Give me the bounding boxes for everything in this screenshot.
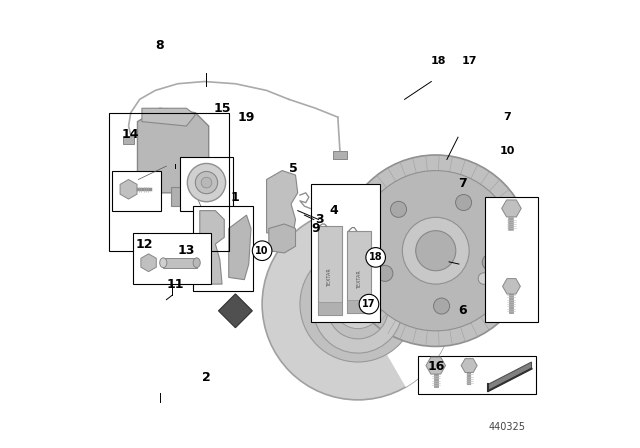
- Circle shape: [252, 241, 272, 260]
- Ellipse shape: [160, 258, 167, 267]
- Bar: [180, 157, 233, 211]
- Circle shape: [359, 294, 379, 314]
- Circle shape: [433, 298, 449, 314]
- Circle shape: [300, 246, 416, 362]
- Text: 15: 15: [213, 102, 231, 115]
- Text: 8: 8: [156, 39, 164, 52]
- Polygon shape: [488, 362, 531, 391]
- Circle shape: [390, 201, 406, 217]
- Text: 19: 19: [238, 111, 255, 124]
- Bar: [347, 300, 371, 313]
- Text: 18: 18: [369, 252, 383, 263]
- Circle shape: [195, 172, 218, 194]
- Polygon shape: [218, 294, 252, 328]
- Bar: [171, 187, 191, 206]
- Bar: [318, 302, 342, 315]
- Text: 10: 10: [499, 146, 515, 155]
- Circle shape: [377, 265, 393, 281]
- Bar: [484, 197, 538, 322]
- Circle shape: [333, 280, 382, 329]
- Text: 3: 3: [316, 213, 324, 226]
- Bar: [138, 187, 157, 208]
- Text: 1: 1: [231, 191, 240, 204]
- Bar: [418, 356, 536, 394]
- Wedge shape: [315, 309, 403, 353]
- Circle shape: [262, 208, 454, 400]
- Text: 4: 4: [329, 204, 338, 217]
- Bar: [193, 206, 253, 291]
- Polygon shape: [138, 108, 209, 193]
- Text: 7: 7: [458, 177, 467, 190]
- Bar: [111, 171, 161, 211]
- Polygon shape: [228, 215, 251, 280]
- Text: 12: 12: [136, 237, 153, 250]
- Text: 440325: 440325: [488, 422, 525, 431]
- Text: 2: 2: [202, 371, 211, 384]
- Wedge shape: [358, 221, 454, 387]
- Circle shape: [356, 171, 516, 331]
- Text: 18: 18: [430, 56, 445, 66]
- Text: 11: 11: [166, 278, 184, 291]
- Circle shape: [416, 231, 456, 271]
- Circle shape: [482, 254, 498, 270]
- Ellipse shape: [193, 258, 200, 267]
- Bar: [109, 113, 228, 251]
- Text: 6: 6: [458, 304, 467, 317]
- Text: 17: 17: [362, 299, 376, 309]
- Text: 10: 10: [255, 246, 269, 256]
- Text: 14: 14: [122, 129, 140, 142]
- Polygon shape: [142, 108, 195, 126]
- Bar: [333, 151, 347, 159]
- Text: 9: 9: [311, 222, 320, 235]
- Bar: [124, 136, 134, 144]
- Text: 5: 5: [289, 162, 298, 175]
- Polygon shape: [269, 224, 296, 253]
- Bar: [318, 226, 342, 315]
- Circle shape: [478, 273, 490, 284]
- Circle shape: [340, 155, 531, 346]
- Circle shape: [403, 217, 469, 284]
- Wedge shape: [314, 264, 402, 309]
- Text: 16: 16: [427, 360, 444, 373]
- Text: 7: 7: [503, 112, 511, 122]
- Text: TEXTAR: TEXTAR: [356, 270, 362, 289]
- Circle shape: [201, 177, 212, 188]
- Polygon shape: [200, 211, 224, 284]
- Text: 13: 13: [178, 244, 195, 257]
- Polygon shape: [267, 171, 298, 233]
- Text: TEXTAR: TEXTAR: [327, 268, 332, 287]
- Bar: [163, 258, 196, 267]
- Circle shape: [366, 248, 385, 267]
- Bar: [133, 233, 211, 284]
- Circle shape: [456, 194, 472, 211]
- Bar: [311, 184, 380, 322]
- Bar: [347, 231, 371, 313]
- Circle shape: [188, 164, 226, 202]
- Text: 17: 17: [461, 56, 477, 66]
